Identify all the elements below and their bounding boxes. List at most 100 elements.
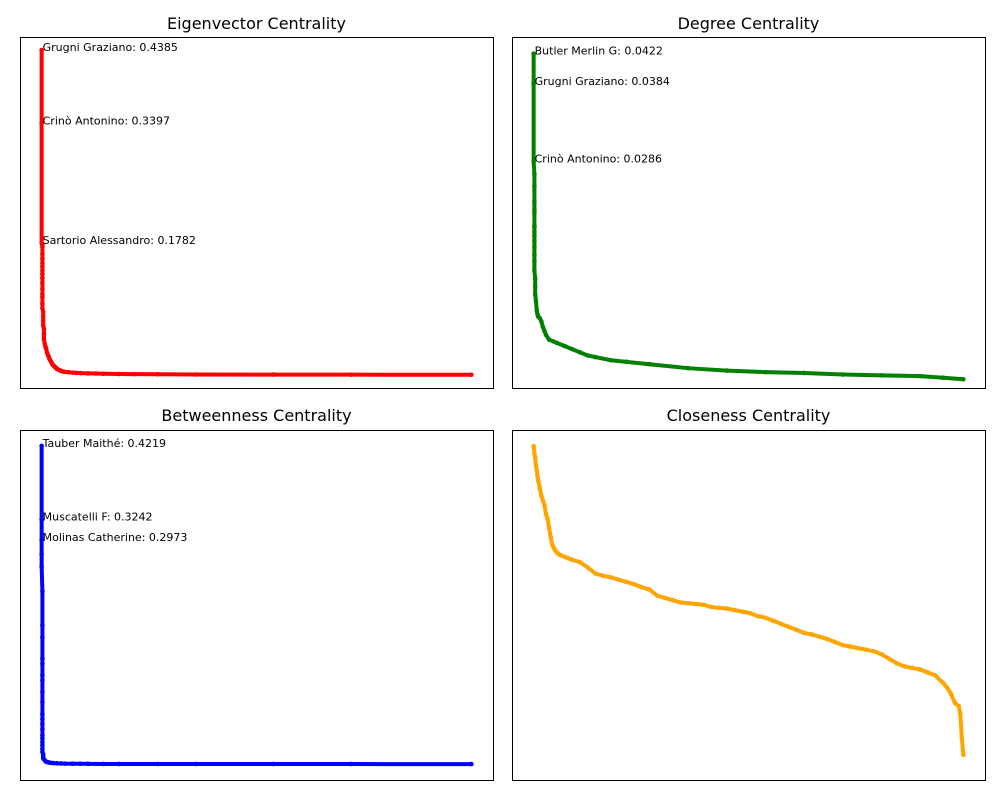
data-point-closeness <box>701 602 706 608</box>
annotation-degree-2: Grugni Graziano: 0.0384 <box>535 75 670 88</box>
data-point-closeness <box>952 700 958 706</box>
data-point-closeness <box>693 601 699 607</box>
data-point-degree <box>532 239 537 244</box>
data-point-closeness <box>832 639 838 645</box>
data-point-closeness <box>533 463 539 468</box>
annotation-betweenness-2: Muscatelli F: 0.3242 <box>43 511 153 524</box>
panel-eigenvector: Eigenvector Centrality Grugni Graziano: … <box>20 14 494 389</box>
data-point-betweenness <box>348 761 354 767</box>
data-point-closeness <box>894 661 900 666</box>
frame-degree <box>512 37 986 389</box>
data-point-betweenness <box>40 661 45 667</box>
data-point-degree <box>534 308 540 313</box>
data-point-closeness <box>600 573 606 579</box>
annotation-eigenvector-2: Crinò Antonino: 0.3397 <box>43 114 170 127</box>
annotation-eigenvector-1: Grugni Graziano: 0.4385 <box>43 41 178 54</box>
data-point-eigenvector <box>41 337 47 342</box>
annotation-eigenvector-3: Sartorio Alessandro: 0.1782 <box>43 234 196 247</box>
data-point-eigenvector <box>40 301 45 307</box>
data-point-closeness <box>546 525 552 531</box>
data-point-closeness <box>840 642 846 648</box>
data-point-closeness <box>944 685 950 691</box>
data-point-degree <box>624 359 629 365</box>
data-point-closeness <box>685 600 691 606</box>
data-point-betweenness <box>40 721 45 727</box>
data-point-eigenvector <box>39 120 44 126</box>
data-point-eigenvector <box>155 372 160 377</box>
plot-area-eigenvector <box>20 37 493 388</box>
data-point-eigenvector <box>132 371 137 377</box>
data-point-degree <box>550 338 556 344</box>
data-point-closeness <box>910 665 915 671</box>
frame-eigenvector <box>20 37 494 389</box>
data-point-closeness <box>886 656 892 662</box>
data-point-closeness <box>624 579 629 585</box>
data-point-betweenness <box>40 727 45 732</box>
data-point-closeness <box>817 634 822 640</box>
data-point-degree <box>763 369 768 375</box>
data-point-eigenvector <box>41 326 47 332</box>
data-point-degree <box>801 370 807 376</box>
points-closeness <box>531 443 966 758</box>
data-point-closeness <box>855 645 861 651</box>
data-point-degree <box>532 276 538 281</box>
data-point-eigenvector <box>116 371 122 377</box>
points-degree <box>531 51 966 382</box>
annotation-betweenness-1: Tauber Maithé: 0.4219 <box>42 437 166 450</box>
data-point-closeness <box>566 556 571 561</box>
data-point-closeness <box>825 636 830 642</box>
data-point-closeness <box>678 600 683 605</box>
data-point-betweenness <box>40 712 45 717</box>
data-point-closeness <box>569 557 575 563</box>
data-point-degree <box>562 343 567 349</box>
data-point-closeness <box>670 597 676 603</box>
data-point-eigenvector <box>40 280 45 286</box>
data-point-betweenness <box>101 761 106 767</box>
data-point-closeness <box>871 648 877 654</box>
data-point-degree <box>532 229 537 235</box>
data-point-degree <box>961 376 966 382</box>
annotations-betweenness: Tauber Maithé: 0.4219 Muscatelli F: 0.324… <box>42 437 188 544</box>
data-point-eigenvector <box>43 346 49 352</box>
data-point-closeness <box>539 493 544 499</box>
data-point-eigenvector <box>40 271 45 277</box>
data-point-closeness <box>531 443 536 449</box>
data-point-closeness <box>801 630 807 636</box>
data-point-closeness <box>543 511 549 517</box>
data-point-closeness <box>959 735 965 741</box>
data-point-degree <box>532 284 538 289</box>
data-point-betweenness <box>40 656 45 661</box>
annotation-degree-1: Butler Merlin G: 0.0422 <box>535 45 663 58</box>
data-point-betweenness <box>40 716 45 722</box>
data-point-degree <box>533 298 539 304</box>
data-point-degree <box>577 350 583 355</box>
data-point-betweenness <box>40 672 45 678</box>
panel-title-eigenvector: Eigenvector Centrality <box>167 14 346 33</box>
data-point-closeness <box>631 581 637 587</box>
data-point-closeness <box>532 450 537 456</box>
data-point-eigenvector <box>40 318 46 324</box>
data-point-closeness <box>562 554 567 560</box>
data-point-closeness <box>770 618 776 624</box>
data-point-eigenvector <box>41 331 47 337</box>
data-point-degree <box>532 268 537 274</box>
data-point-degree <box>647 361 652 367</box>
data-point-closeness <box>933 673 938 678</box>
data-point-betweenness <box>58 761 64 766</box>
data-point-degree <box>917 373 923 379</box>
data-point-closeness <box>732 607 737 613</box>
data-point-betweenness <box>50 760 56 766</box>
data-point-eigenvector <box>40 251 45 257</box>
data-point-degree <box>540 324 546 330</box>
data-point-betweenness <box>469 761 474 767</box>
data-point-closeness <box>540 498 546 503</box>
data-point-eigenvector <box>39 47 44 53</box>
data-point-degree <box>531 51 536 56</box>
data-point-betweenness <box>40 742 45 748</box>
data-point-closeness <box>608 575 614 580</box>
data-point-closeness <box>763 615 768 621</box>
data-point-betweenness <box>271 761 276 767</box>
data-point-degree <box>840 372 846 377</box>
data-point-degree <box>554 340 560 346</box>
data-point-betweenness <box>40 699 45 705</box>
